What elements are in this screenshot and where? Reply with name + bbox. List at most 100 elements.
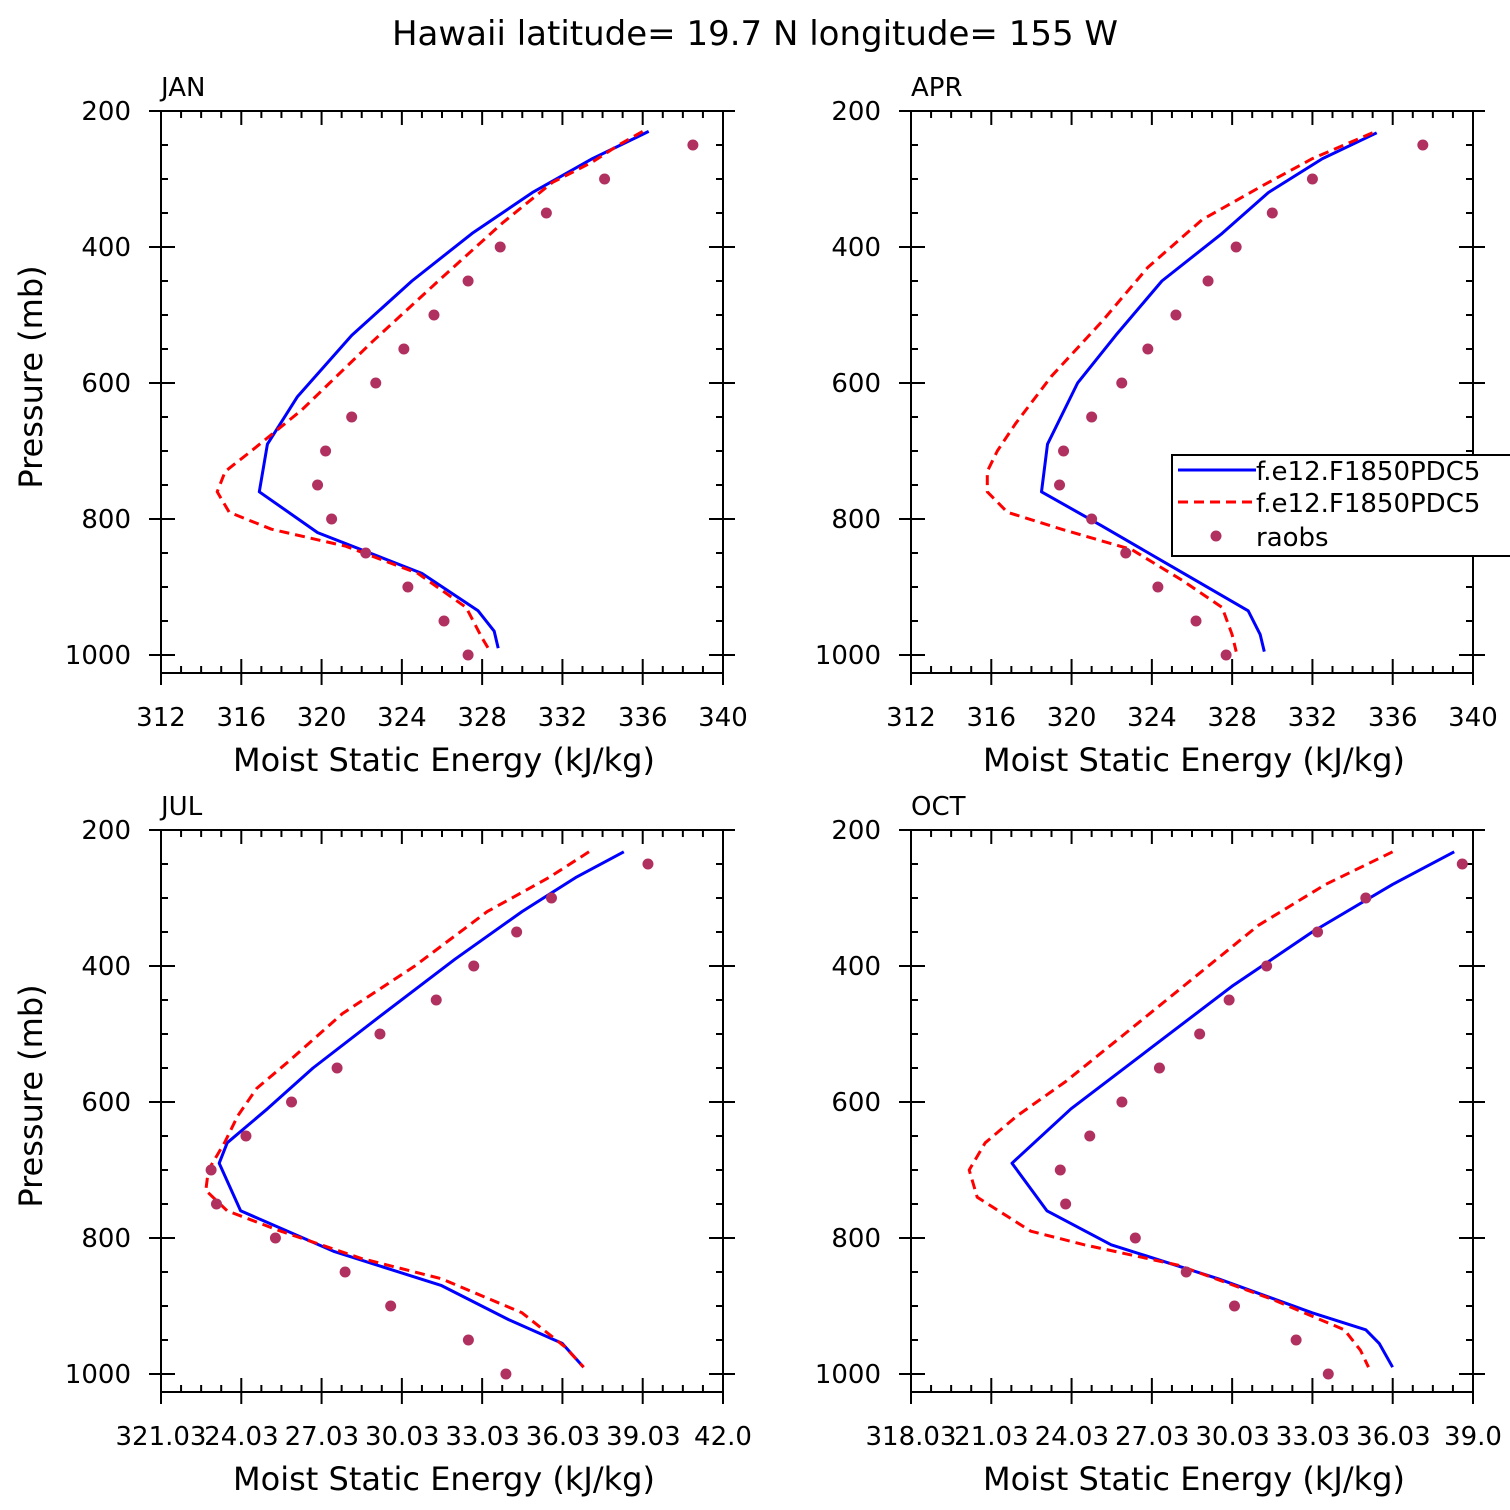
raobs-point <box>1322 1368 1334 1380</box>
x-tick-label: 320 <box>297 703 347 733</box>
raobs-point <box>1202 275 1214 287</box>
raobs-point <box>360 547 372 559</box>
figure-title: Hawaii latitude= 19.7 N longitude= 155 W <box>392 14 1118 54</box>
raobs-point <box>1086 411 1098 423</box>
raobs-point <box>599 173 611 185</box>
raobs-point <box>269 1232 281 1244</box>
raobs-point <box>1058 445 1070 457</box>
raobs-point <box>1180 1266 1192 1278</box>
x-tick-label: 318.03 <box>866 1422 957 1452</box>
y-tick-label: 1000 <box>65 641 131 671</box>
y-tick-label: 400 <box>81 233 131 263</box>
y-tick-label: 1000 <box>815 641 881 671</box>
raobs-point <box>1220 649 1232 661</box>
raobs-point <box>339 1266 351 1278</box>
panel-label: APR <box>911 73 963 103</box>
y-tick-label: 600 <box>81 1088 131 1118</box>
raobs-point <box>1261 960 1273 972</box>
raobs-point <box>438 615 450 627</box>
y-tick-label: 400 <box>81 952 131 982</box>
raobs-point <box>1230 241 1242 253</box>
raobs-point <box>320 445 332 457</box>
x-tick-label: 340 <box>698 703 748 733</box>
x-axis-label: Moist Static Energy (kJ/kg) <box>983 741 1405 779</box>
y-tick-label: 600 <box>81 369 131 399</box>
raobs-point <box>1223 994 1235 1006</box>
raobs-point <box>462 275 474 287</box>
raobs-point <box>500 1368 512 1380</box>
x-tick-label: 336 <box>618 703 668 733</box>
raobs-point <box>326 513 338 525</box>
raobs-point <box>374 1028 386 1040</box>
x-tick-label: 30.03 <box>365 1422 439 1452</box>
y-tick-label: 200 <box>81 97 131 127</box>
legend-label: f.e12.F1850PDC5 <box>1256 457 1480 487</box>
y-tick-label: 800 <box>831 1224 881 1254</box>
raobs-point <box>430 994 442 1006</box>
x-tick-label: 21.03 <box>954 1422 1028 1452</box>
x-tick-label: 24.03 <box>204 1422 278 1452</box>
raobs-point <box>642 858 654 870</box>
series-line-dashed <box>985 131 1374 652</box>
raobs-point <box>398 343 410 355</box>
y-tick-label: 800 <box>831 505 881 535</box>
panel-jan: JAN 312 316 320 324 328 332 336 340 200 400 600 800 1… <box>12 73 748 779</box>
raobs-point <box>428 309 440 321</box>
legend-label: f.e12.F1850PDC5 <box>1256 489 1480 519</box>
x-tick-label: 312 <box>886 703 936 733</box>
series-line-solid <box>257 130 650 649</box>
y-tick-label: 600 <box>831 1088 881 1118</box>
x-tick-label: 30.03 <box>1195 1422 1269 1452</box>
y-tick-label: 400 <box>831 233 881 263</box>
raobs-point <box>402 581 414 593</box>
plot-frame <box>160 110 724 674</box>
x-tick-label: 328 <box>1207 703 1257 733</box>
raobs-point <box>494 241 506 253</box>
series-line-solid <box>1010 850 1455 1368</box>
raobs-point <box>346 411 358 423</box>
raobs-point <box>1116 377 1128 389</box>
x-axis-label: Moist Static Energy (kJ/kg) <box>233 1460 655 1498</box>
raobs-point <box>1120 547 1132 559</box>
raobs-point <box>1084 1130 1096 1142</box>
raobs-point <box>687 139 699 151</box>
panel-label: OCT <box>911 792 966 822</box>
x-tick-label: 321.03 <box>116 1422 207 1452</box>
raobs-point <box>1060 1198 1072 1210</box>
y-tick-label: 200 <box>831 97 881 127</box>
raobs-point <box>240 1130 252 1142</box>
raobs-point <box>1152 581 1164 593</box>
raobs-point <box>1170 309 1182 321</box>
raobs-point <box>331 1062 343 1074</box>
raobs-point <box>1190 615 1202 627</box>
y-tick-label: 800 <box>81 505 131 535</box>
x-tick-label: 39.03 <box>606 1422 680 1452</box>
raobs-point <box>1312 926 1324 938</box>
legend-box <box>1171 454 1510 557</box>
y-tick-label: 600 <box>831 369 881 399</box>
panel-apr: APR 312 316 320 324 328 332 336 340 200 400 600 800 1… <box>815 73 1498 779</box>
raobs-point <box>1054 1164 1066 1176</box>
y-tick-label: 200 <box>831 816 881 846</box>
y-tick-label: 1000 <box>815 1360 881 1390</box>
raobs-point <box>462 649 474 661</box>
raobs-point <box>312 479 324 491</box>
x-tick-label: 316 <box>966 703 1016 733</box>
series-line-dashed <box>967 850 1394 1368</box>
raobs-point <box>1054 479 1066 491</box>
raobs-point <box>1129 1232 1141 1244</box>
raobs-point <box>1266 207 1278 219</box>
x-tick-label: 42.0 <box>694 1422 752 1452</box>
y-tick-label: 200 <box>81 816 131 846</box>
legend-label: raobs <box>1256 523 1329 553</box>
x-axis-label: Moist Static Energy (kJ/kg) <box>983 1460 1405 1498</box>
y-tick-label: 1000 <box>65 1360 131 1390</box>
x-tick-label: 36.03 <box>1356 1422 1430 1452</box>
x-axis-label: Moist Static Energy (kJ/kg) <box>233 741 655 779</box>
y-tick-label: 400 <box>831 952 881 982</box>
y-axis-label: Pressure (mb) <box>12 265 50 488</box>
x-tick-label: 332 <box>1288 703 1338 733</box>
raobs-point <box>286 1096 298 1108</box>
